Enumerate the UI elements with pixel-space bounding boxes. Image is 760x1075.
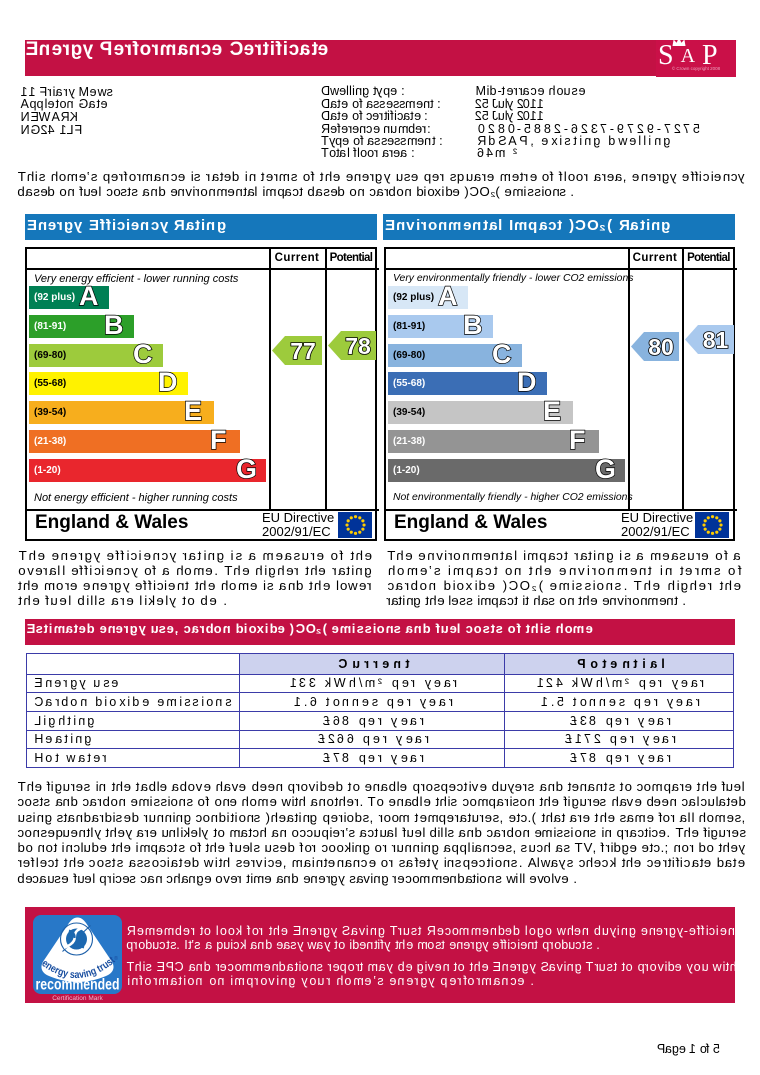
svg-text:recommended: recommended	[36, 977, 120, 994]
svg-text:®: ®	[114, 955, 118, 962]
